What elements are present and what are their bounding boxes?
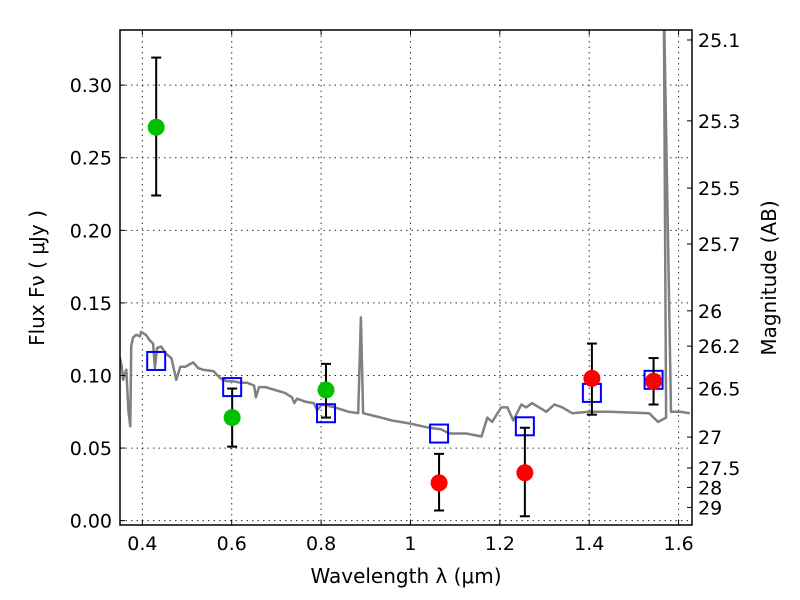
mag-tick-label: 25.5: [698, 178, 740, 200]
x-axis-label: Wavelength λ (μm): [310, 564, 501, 588]
model-squares: [146, 350, 664, 444]
data-point: [516, 464, 534, 482]
x-tick-label: 0.8: [306, 533, 336, 555]
y-tick-label: 0.25: [70, 148, 112, 170]
data-point: [147, 118, 165, 136]
model-square: [429, 423, 450, 444]
data-point: [317, 381, 335, 399]
right-axis-label: Magnitude (AB): [757, 200, 781, 355]
mag-tick-label: 25.1: [698, 30, 740, 52]
data-point: [583, 369, 601, 387]
y-tick-label: 0.10: [70, 365, 112, 387]
y-tick-label: 0.05: [70, 438, 112, 460]
data-point: [223, 409, 241, 427]
data-point: [645, 372, 663, 390]
y-ticks: 0.00 0.05 0.10 0.15 0.20 0.25 0.30: [70, 75, 125, 533]
mag-tick-label: 27: [698, 427, 722, 449]
mag-tick-label: 26: [698, 301, 722, 323]
mag-tick-label: 25.7: [698, 234, 740, 256]
y-tick-label: 0.00: [70, 511, 112, 533]
x-tick-label: 0.6: [217, 533, 247, 555]
plot-frame: [119, 29, 693, 526]
observed-points: [147, 118, 663, 492]
mag-tick-label: 26.5: [698, 378, 740, 400]
x-tick-label: 0.4: [127, 533, 157, 555]
y-axis-label: Flux Fν ( μJy ): [25, 210, 49, 346]
mag-tick-label: 29: [698, 497, 722, 519]
x-ticks: 0.4 0.6 0.8 1 1.2 1.4 1.6: [127, 30, 694, 555]
x-tick-label: 1.6: [663, 533, 693, 555]
data-point: [430, 474, 448, 492]
x-tick-label: 1.2: [485, 533, 515, 555]
mag-tick-label: 25.3: [698, 111, 740, 133]
model-square: [146, 350, 167, 371]
spectrum-line: [120, 30, 690, 438]
mag-tick-label: 26.2: [698, 336, 740, 358]
error-bars: [151, 56, 659, 518]
grid: [120, 30, 692, 525]
mag-tick-label: 27.5: [698, 458, 740, 480]
y-tick-label: 0.20: [70, 220, 112, 242]
x-tick-label: 1: [404, 533, 416, 555]
mag-tick-label: 28: [698, 477, 722, 499]
y-tick-label: 0.15: [70, 293, 112, 315]
x-tick-label: 1.4: [574, 533, 604, 555]
y-tick-label: 0.30: [70, 75, 112, 97]
